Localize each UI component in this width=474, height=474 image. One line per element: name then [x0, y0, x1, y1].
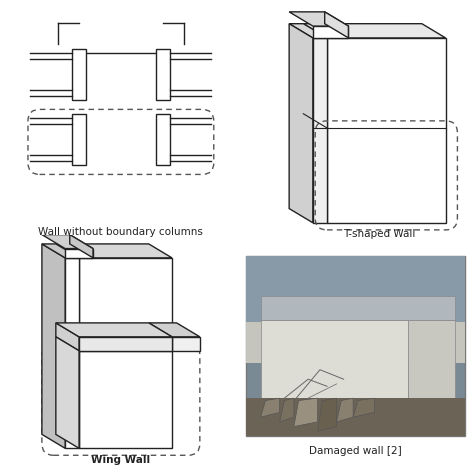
Polygon shape — [313, 38, 327, 223]
Polygon shape — [337, 398, 353, 422]
Polygon shape — [289, 24, 327, 38]
Polygon shape — [318, 398, 337, 431]
Polygon shape — [327, 38, 446, 223]
Bar — [72, 114, 86, 165]
Polygon shape — [325, 12, 348, 38]
Bar — [72, 49, 86, 100]
Text: Wing Wall: Wing Wall — [91, 455, 150, 465]
Polygon shape — [56, 244, 172, 258]
Bar — [261, 296, 455, 320]
Bar — [246, 398, 465, 436]
Polygon shape — [56, 323, 172, 337]
Polygon shape — [42, 244, 79, 258]
Polygon shape — [79, 258, 172, 337]
Text: T-shaped Wall: T-shaped Wall — [343, 229, 415, 239]
Bar — [246, 256, 465, 322]
Polygon shape — [56, 337, 79, 448]
Polygon shape — [149, 323, 200, 337]
Polygon shape — [56, 244, 79, 337]
Polygon shape — [79, 337, 172, 351]
Bar — [155, 114, 170, 165]
Bar — [155, 49, 170, 100]
Text: Damaged wall [2]: Damaged wall [2] — [309, 446, 402, 456]
Bar — [408, 320, 455, 398]
Polygon shape — [289, 12, 348, 26]
Polygon shape — [280, 398, 294, 422]
Polygon shape — [56, 323, 79, 351]
Polygon shape — [289, 24, 313, 223]
Bar — [261, 320, 408, 398]
Text: Wall without boundary columns: Wall without boundary columns — [38, 227, 203, 237]
Polygon shape — [42, 235, 93, 248]
Bar — [246, 322, 465, 363]
Polygon shape — [65, 248, 93, 258]
Bar — [246, 256, 465, 436]
Polygon shape — [294, 398, 318, 427]
Polygon shape — [79, 351, 172, 448]
Polygon shape — [65, 258, 79, 448]
Polygon shape — [261, 398, 280, 417]
Polygon shape — [42, 244, 65, 448]
Polygon shape — [353, 398, 374, 417]
Polygon shape — [313, 26, 348, 38]
Polygon shape — [70, 235, 93, 258]
Polygon shape — [303, 24, 446, 38]
Polygon shape — [172, 337, 200, 351]
